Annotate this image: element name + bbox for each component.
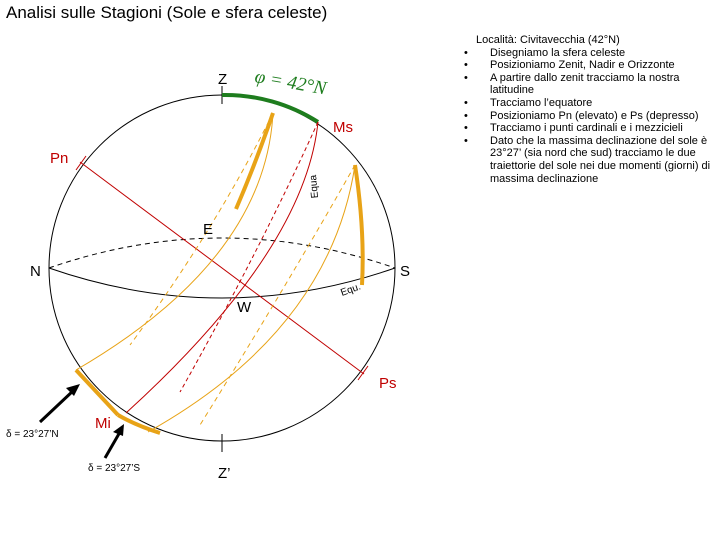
polar-axis: [79, 161, 365, 375]
steps-list: Disegniamo la sfera celeste Posizioniamo…: [462, 47, 714, 186]
south-label: S: [400, 263, 410, 280]
decl-north-arrowhead: [66, 384, 80, 396]
zenith-label: Z: [218, 71, 227, 88]
decl-south-arrowhead: [113, 424, 124, 436]
pole-south-label: Ps: [379, 375, 397, 392]
page-title: Analisi sulle Stagioni (Sole e sfera cel…: [6, 3, 328, 22]
latitude-label: φ = 42°N: [253, 66, 329, 99]
sun-path-north-back: [129, 112, 274, 346]
decl-north-label: δ = 23°27’N: [6, 429, 59, 440]
sun-path-south-front: [147, 164, 356, 433]
ps-tick: [357, 365, 369, 381]
sun-path-north-front: [75, 112, 274, 371]
step-item: Tracciamo i punti cardinali e i mezzicie…: [462, 122, 714, 135]
location-text: Località: Civitavecchia (42°N): [476, 34, 620, 46]
equator-back: [179, 121, 319, 393]
step-item: Disegniamo la sfera celeste: [462, 47, 714, 60]
east-label: E: [203, 221, 213, 238]
sun-path-north-lower-arc: [74, 368, 120, 417]
sun-path-north-day-arc: [234, 112, 275, 210]
step-item: A partire dallo zenit tracciamo la nostr…: [462, 72, 714, 97]
sun-path-south-day-arc: [353, 164, 365, 286]
step-item: Posizioniamo Pn (elevato) e Ps (depresso…: [462, 110, 714, 123]
equator-tag-lower: Equ.: [339, 281, 362, 298]
latitude-arc: [221, 92, 320, 124]
decl-south-label: δ = 23°27’S: [88, 463, 140, 474]
step-item: Tracciamo l’equatore: [462, 97, 714, 110]
pole-north-label: Pn: [50, 150, 68, 167]
horizon-front: [48, 267, 396, 299]
decl-north-arrow: [38, 388, 76, 424]
step-item: Dato che la massima declinazione del sol…: [462, 135, 714, 185]
pn-tick: [75, 155, 87, 171]
horizon-back: [48, 237, 396, 269]
north-label: N: [30, 263, 41, 280]
decl-south-arrow: [103, 431, 122, 459]
equator-tag-upper: Equa: [308, 174, 321, 199]
sun-path-south-lower-arc: [116, 413, 161, 435]
west-label: W: [237, 299, 252, 316]
meridian-lower-label: Mi: [95, 415, 111, 432]
notes-panel: Località: Civitavecchia (42°N) Disegniam…: [462, 34, 714, 185]
equator-front: [125, 121, 319, 414]
nadir-label: Z’: [218, 465, 231, 482]
meridian-upper-label: Ms: [333, 119, 353, 136]
step-item: Posizioniamo Zenit, Nadir e Orizzonte: [462, 59, 714, 72]
